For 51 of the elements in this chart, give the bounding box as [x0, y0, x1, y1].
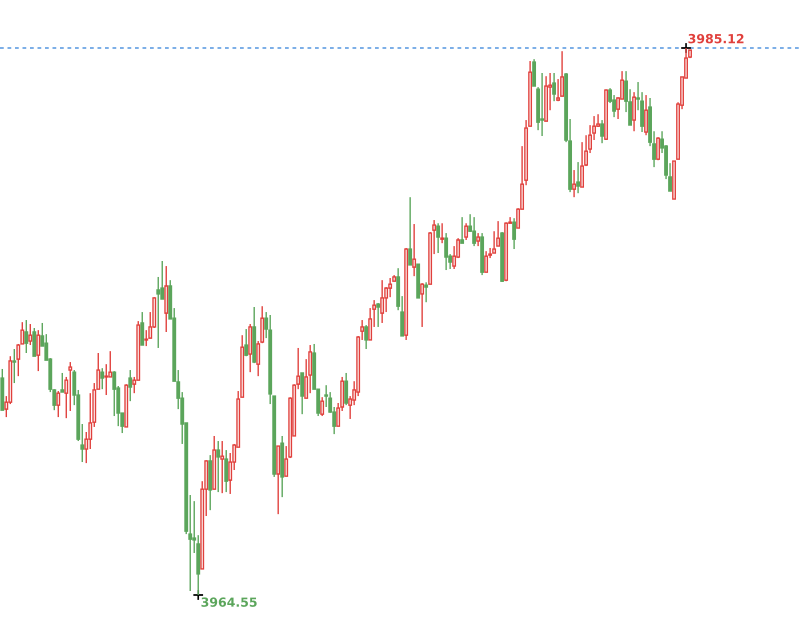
candlestick — [632, 91, 636, 132]
candlestick — [560, 50, 564, 97]
candlestick — [644, 94, 648, 136]
candlestick — [460, 216, 464, 244]
candlestick — [440, 222, 444, 244]
candlestick — [600, 119, 604, 144]
candlestick — [436, 222, 440, 254]
candlestick — [60, 372, 64, 393]
candlestick — [300, 372, 304, 415]
candlestick — [140, 311, 144, 346]
candlestick — [420, 282, 424, 328]
candlestick — [344, 372, 348, 406]
candlestick — [100, 367, 104, 390]
candlestick — [380, 279, 384, 324]
candlestick — [56, 390, 60, 418]
candlestick — [68, 361, 72, 412]
candlestick — [484, 250, 488, 273]
candlestick — [24, 319, 28, 354]
candlestick — [216, 440, 220, 493]
ref-line-label: 3985.12 — [688, 34, 744, 44]
candlestick — [540, 72, 544, 137]
candlestick — [244, 328, 248, 357]
candlestick — [36, 329, 40, 372]
candlestick — [104, 363, 108, 396]
candlestick — [220, 440, 224, 494]
candlestick — [376, 302, 380, 328]
candlestick — [472, 216, 476, 247]
candlestick — [552, 72, 556, 102]
candlestick — [496, 220, 500, 247]
candlestick — [156, 276, 160, 349]
candlestick — [364, 324, 368, 350]
candlestick — [424, 282, 428, 303]
candlestick — [320, 396, 324, 417]
candlestick — [556, 78, 560, 102]
candlestick — [408, 196, 412, 266]
candlestick — [28, 323, 32, 346]
candlestick — [576, 161, 580, 194]
candlestick — [572, 169, 576, 198]
candlestick — [476, 232, 480, 247]
candlestick — [128, 369, 132, 402]
candlestick — [12, 348, 16, 384]
candlestick — [532, 58, 536, 87]
candlestick — [512, 217, 516, 250]
candlestick — [444, 232, 448, 271]
candlestick — [144, 329, 148, 347]
candlestick — [224, 449, 228, 493]
candlestick — [656, 136, 660, 161]
candlestick — [492, 230, 496, 254]
text: 3964.55 — [201, 597, 257, 607]
candlestick — [464, 222, 468, 241]
candlestick — [412, 223, 416, 277]
